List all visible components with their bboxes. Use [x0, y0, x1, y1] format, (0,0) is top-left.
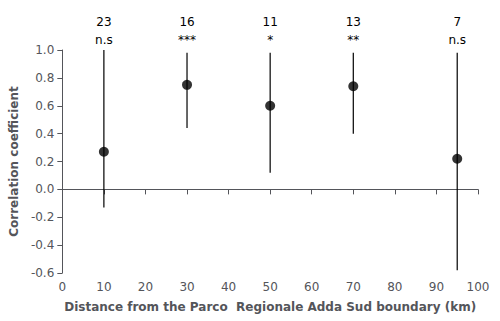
svg-text:7: 7: [453, 15, 461, 29]
svg-text:0.8: 0.8: [35, 71, 54, 85]
svg-text:-0.2: -0.2: [31, 210, 54, 224]
svg-text:11: 11: [263, 15, 278, 29]
svg-text:90: 90: [429, 280, 444, 294]
svg-text:16: 16: [179, 15, 194, 29]
svg-text:-0.4: -0.4: [31, 238, 54, 252]
svg-text:1.0: 1.0: [35, 43, 54, 57]
svg-text:*: *: [267, 33, 273, 47]
svg-text:80: 80: [387, 280, 402, 294]
svg-text:Correlation coefficient: Correlation coefficient: [7, 86, 21, 237]
svg-text:0.2: 0.2: [35, 155, 54, 169]
svg-text:50: 50: [263, 280, 278, 294]
svg-text:-0.6: -0.6: [31, 266, 54, 280]
svg-text:13: 13: [346, 15, 361, 29]
svg-text:0.0: 0.0: [35, 182, 54, 196]
svg-text:***: ***: [178, 33, 196, 47]
svg-text:10: 10: [96, 280, 111, 294]
svg-text:70: 70: [346, 280, 361, 294]
svg-text:100: 100: [467, 280, 490, 294]
svg-text:0.4: 0.4: [35, 127, 54, 141]
svg-text:20: 20: [138, 280, 153, 294]
svg-text:30: 30: [179, 280, 194, 294]
svg-text:**: **: [347, 33, 359, 47]
svg-text:0: 0: [58, 280, 66, 294]
svg-text:n.s: n.s: [448, 33, 466, 47]
svg-text:Distance from the Parco Regio: Distance from the Parco Regionale Adda S…: [64, 300, 476, 314]
svg-text:23: 23: [96, 15, 111, 29]
svg-text:n.s: n.s: [95, 33, 113, 47]
svg-text:60: 60: [304, 280, 319, 294]
svg-text:40: 40: [221, 280, 236, 294]
svg-text:0.6: 0.6: [35, 99, 54, 113]
